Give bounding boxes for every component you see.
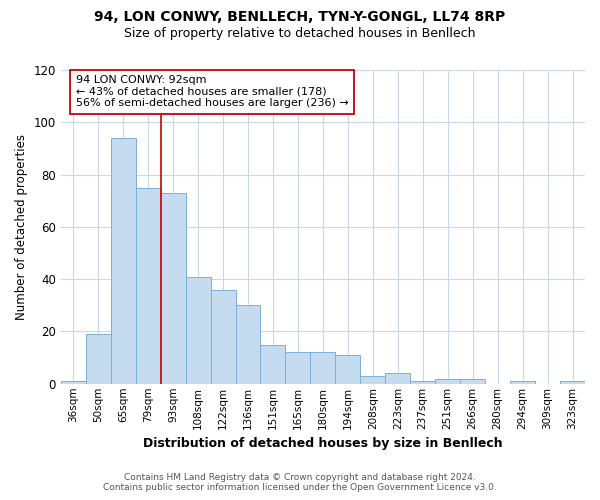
Bar — [460, 378, 485, 384]
Bar — [61, 381, 86, 384]
X-axis label: Distribution of detached houses by size in Benllech: Distribution of detached houses by size … — [143, 437, 503, 450]
Bar — [211, 290, 236, 384]
Bar — [111, 138, 136, 384]
Bar — [385, 374, 410, 384]
Text: Size of property relative to detached houses in Benllech: Size of property relative to detached ho… — [124, 28, 476, 40]
Bar — [161, 193, 185, 384]
Bar — [260, 344, 286, 384]
Bar — [410, 381, 435, 384]
Bar — [335, 355, 361, 384]
Bar — [560, 381, 585, 384]
Y-axis label: Number of detached properties: Number of detached properties — [15, 134, 28, 320]
Bar — [236, 306, 260, 384]
Bar — [185, 276, 211, 384]
Bar — [510, 381, 535, 384]
Text: 94 LON CONWY: 92sqm
← 43% of detached houses are smaller (178)
56% of semi-detac: 94 LON CONWY: 92sqm ← 43% of detached ho… — [76, 75, 349, 108]
Bar — [136, 188, 161, 384]
Bar — [310, 352, 335, 384]
Bar — [435, 378, 460, 384]
Bar — [86, 334, 111, 384]
Text: Contains HM Land Registry data © Crown copyright and database right 2024.
Contai: Contains HM Land Registry data © Crown c… — [103, 473, 497, 492]
Text: 94, LON CONWY, BENLLECH, TYN-Y-GONGL, LL74 8RP: 94, LON CONWY, BENLLECH, TYN-Y-GONGL, LL… — [94, 10, 506, 24]
Bar — [286, 352, 310, 384]
Bar — [361, 376, 385, 384]
